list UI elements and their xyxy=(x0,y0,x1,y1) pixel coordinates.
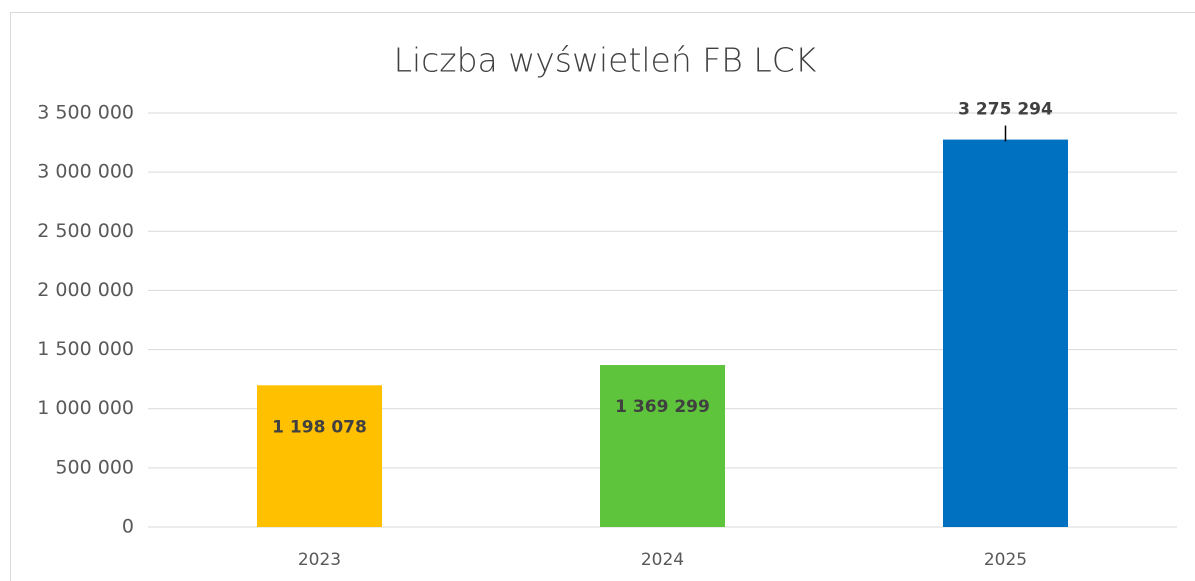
chart-frame xyxy=(10,12,1195,581)
data-label: 1 369 299 xyxy=(615,397,710,417)
x-tick-label: 2025 xyxy=(984,550,1027,570)
data-label: 3 275 294 xyxy=(958,100,1053,120)
y-tick-label: 0 xyxy=(122,516,134,538)
y-tick-label: 2 500 000 xyxy=(37,220,134,242)
x-tick-label: 2024 xyxy=(641,550,684,570)
y-tick-label: 2 000 000 xyxy=(37,279,134,301)
y-tick-label: 3 500 000 xyxy=(37,102,134,124)
chart-title: Liczba wyświetleń FB LCK xyxy=(394,41,817,80)
x-tick-label: 2023 xyxy=(298,550,341,570)
bar xyxy=(257,385,382,527)
bar xyxy=(600,365,725,527)
y-tick-label: 1 500 000 xyxy=(37,338,134,360)
y-tick-label: 1 000 000 xyxy=(37,397,134,419)
bar xyxy=(943,139,1068,527)
y-tick-label: 3 000 000 xyxy=(37,161,134,183)
y-tick-label: 500 000 xyxy=(55,456,134,478)
data-label: 1 198 078 xyxy=(272,417,367,437)
